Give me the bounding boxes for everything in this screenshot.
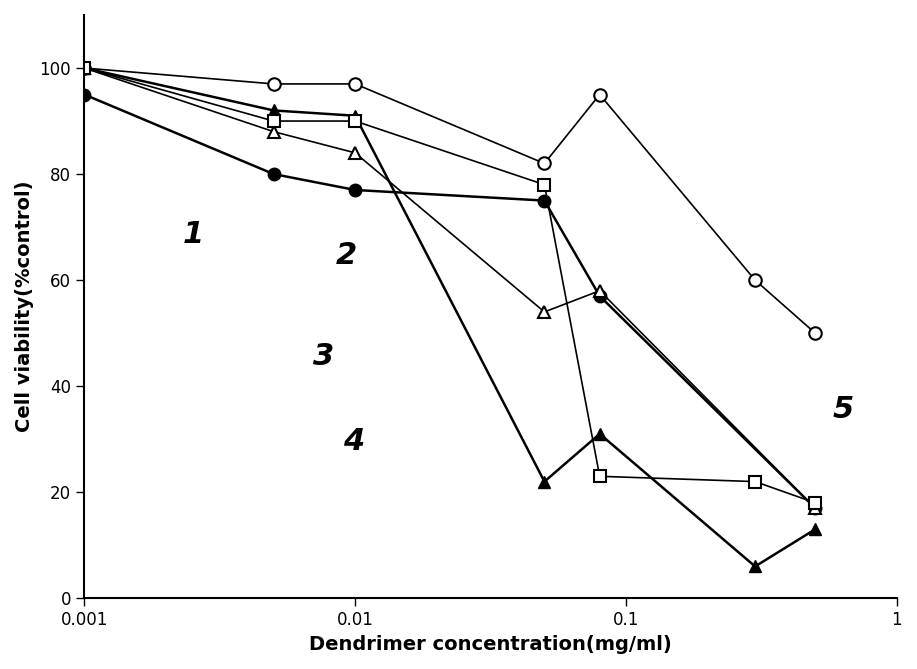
Text: 4: 4 bbox=[343, 427, 364, 456]
Text: 3: 3 bbox=[314, 342, 335, 371]
Text: 2: 2 bbox=[336, 242, 358, 270]
X-axis label: Dendrimer concentration(mg/ml): Dendrimer concentration(mg/ml) bbox=[309, 635, 672, 654]
Text: 1: 1 bbox=[182, 220, 204, 249]
Text: 5: 5 bbox=[833, 395, 854, 424]
Y-axis label: Cell viability(%control): Cell viability(%control) bbox=[15, 181, 34, 432]
